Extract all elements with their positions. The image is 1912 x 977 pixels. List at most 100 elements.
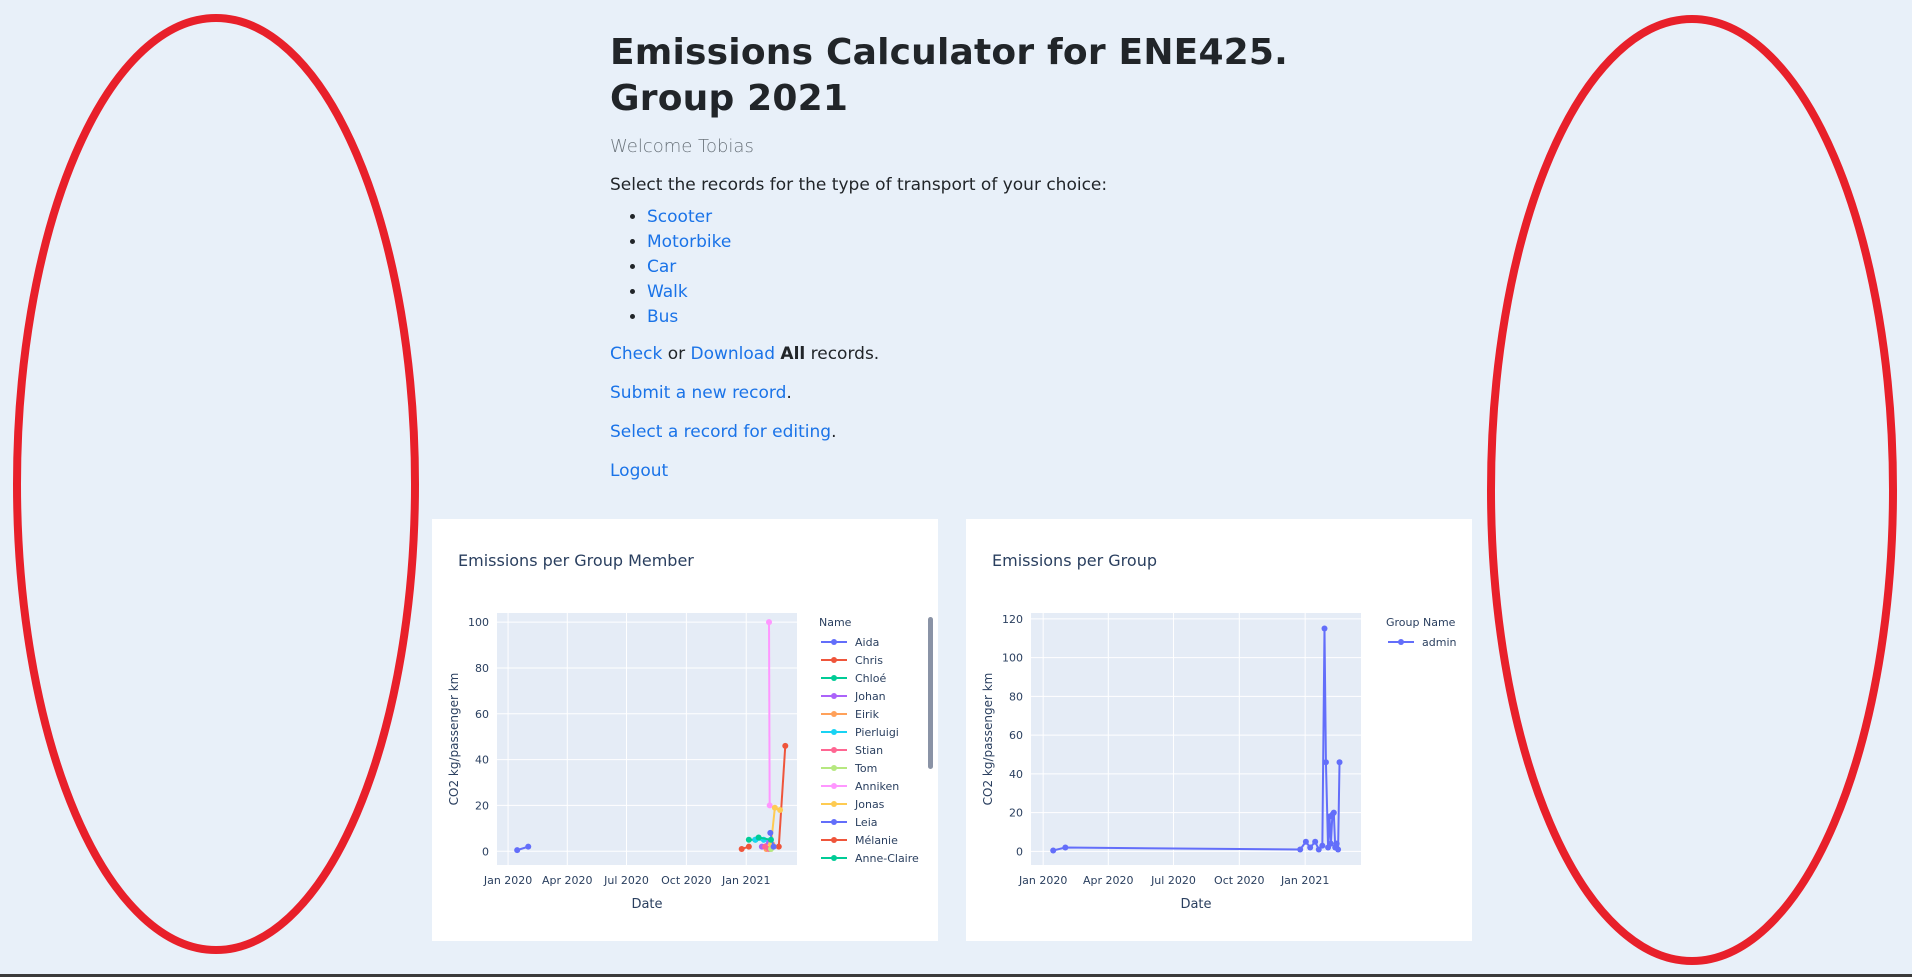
- group-emissions-chart[interactable]: Emissions per Group 0 20 40 60 80 100 120 Jan 20…: [966, 519, 1472, 941]
- data-point[interactable]: [738, 845, 745, 852]
- y-tick-label: 100: [1002, 652, 1023, 665]
- data-point[interactable]: [1322, 759, 1329, 766]
- bus-link[interactable]: Bus: [647, 307, 679, 327]
- or-text: or: [662, 344, 691, 364]
- legend-item[interactable]: Johan: [821, 690, 886, 703]
- member-emissions-chart[interactable]: Emissions per Group Member 0 20 40 60 80 100 Ja…: [432, 519, 938, 941]
- data-point[interactable]: [771, 804, 778, 811]
- legend-item[interactable]: Mélanie: [821, 834, 898, 847]
- data-point[interactable]: [766, 619, 773, 626]
- y-axis-label: CO2 kg/passenger km: [981, 673, 995, 806]
- legend-marker: [831, 819, 837, 825]
- legend-item[interactable]: Anne-Claire: [821, 852, 919, 865]
- y-tick-label: 0: [1016, 845, 1023, 858]
- logout-link[interactable]: Logout: [610, 461, 669, 481]
- y-tick-label: 0: [482, 845, 489, 858]
- legend-label: Stian: [855, 744, 883, 757]
- legend-item[interactable]: Tom: [821, 762, 877, 775]
- left-annotation-oval: [13, 14, 419, 954]
- y-tick-label: 60: [1009, 729, 1023, 742]
- data-point[interactable]: [525, 843, 532, 850]
- data-point[interactable]: [514, 847, 521, 854]
- x-tick-label: Jan 2021: [721, 874, 770, 887]
- data-point[interactable]: [1307, 844, 1314, 851]
- legend-item[interactable]: Jonas: [821, 798, 885, 811]
- legend-item[interactable]: Aida: [821, 636, 879, 649]
- legend-item[interactable]: admin: [1388, 636, 1456, 649]
- data-point[interactable]: [1336, 759, 1343, 766]
- car-link[interactable]: Car: [647, 257, 677, 277]
- x-tick-label: Apr 2020: [1083, 874, 1134, 887]
- legend-label: Chloé: [855, 672, 886, 685]
- walk-link[interactable]: Walk: [647, 282, 688, 302]
- legend-marker: [831, 729, 837, 735]
- legend-item[interactable]: Anniken: [821, 780, 899, 793]
- list-item: Scooter: [647, 205, 1310, 230]
- edit-record-link[interactable]: Select a record for editing: [610, 422, 832, 442]
- x-tick-label: Jan 2020: [483, 874, 532, 887]
- y-tick-label: 100: [468, 616, 489, 629]
- legend-label: Aida: [855, 636, 879, 649]
- submit-line: Submit a new record.: [610, 381, 1310, 405]
- legend-marker: [831, 783, 837, 789]
- data-point[interactable]: [770, 843, 777, 850]
- list-item: Car: [647, 255, 1310, 280]
- data-point[interactable]: [1297, 846, 1304, 853]
- data-point[interactable]: [1312, 838, 1319, 845]
- main-content: Emissions Calculator for ENE425. Group 2…: [610, 30, 1310, 483]
- y-tick-label: 80: [1009, 690, 1023, 703]
- x-axis-label: Date: [631, 897, 662, 912]
- motorbike-link[interactable]: Motorbike: [647, 232, 732, 252]
- x-tick-label: Jul 2020: [1150, 874, 1196, 887]
- legend-label: Leia: [855, 816, 878, 829]
- data-point[interactable]: [1319, 842, 1326, 849]
- legend-item[interactable]: Stian: [821, 744, 883, 757]
- data-point[interactable]: [1062, 844, 1069, 851]
- legend-marker: [831, 675, 837, 681]
- legend-scrollbar[interactable]: [928, 617, 933, 769]
- legend-label: admin: [1422, 636, 1456, 649]
- x-tick-label: Jan 2020: [1018, 874, 1067, 887]
- data-point[interactable]: [767, 829, 774, 836]
- data-point[interactable]: [1330, 809, 1337, 816]
- logout-line: Logout: [610, 459, 1310, 483]
- data-point[interactable]: [745, 836, 752, 843]
- data-point[interactable]: [1327, 840, 1334, 847]
- data-point[interactable]: [1335, 846, 1342, 853]
- legend-marker: [831, 747, 837, 753]
- bottom-border: [0, 974, 1912, 977]
- y-tick-label: 60: [475, 708, 489, 721]
- submit-record-link[interactable]: Submit a new record: [610, 383, 787, 403]
- data-point[interactable]: [777, 807, 784, 814]
- data-point[interactable]: [782, 742, 789, 749]
- series-line: [768, 622, 771, 806]
- data-point[interactable]: [766, 802, 773, 809]
- download-link[interactable]: Download: [690, 344, 776, 364]
- data-point[interactable]: [1050, 847, 1057, 854]
- chart-title: Emissions per Group: [992, 551, 1157, 570]
- data-point[interactable]: [775, 843, 782, 850]
- edit-suffix: .: [831, 422, 837, 442]
- data-point[interactable]: [755, 834, 762, 841]
- legend-marker: [831, 657, 837, 663]
- check-link[interactable]: Check: [610, 344, 663, 364]
- x-tick-label: Jan 2021: [1280, 874, 1329, 887]
- scooter-link[interactable]: Scooter: [647, 207, 713, 227]
- legend-label: Anniken: [855, 780, 899, 793]
- legend-item[interactable]: Pierluigi: [821, 726, 899, 739]
- legend-item[interactable]: Chloé: [821, 672, 886, 685]
- legend-marker: [831, 837, 837, 843]
- y-axis-label: CO2 kg/passenger km: [447, 673, 461, 806]
- legend-item[interactable]: Chris: [821, 654, 883, 667]
- data-point[interactable]: [1321, 625, 1328, 632]
- data-point[interactable]: [1315, 846, 1322, 853]
- legend-item[interactable]: Leia: [821, 816, 878, 829]
- data-point[interactable]: [767, 836, 774, 843]
- legend-marker: [831, 693, 837, 699]
- legend-marker: [831, 639, 837, 645]
- data-point[interactable]: [745, 843, 752, 850]
- legend-label: Chris: [855, 654, 883, 667]
- data-point[interactable]: [1302, 838, 1309, 845]
- data-point[interactable]: [1333, 840, 1340, 847]
- legend-item[interactable]: Eirik: [821, 708, 880, 721]
